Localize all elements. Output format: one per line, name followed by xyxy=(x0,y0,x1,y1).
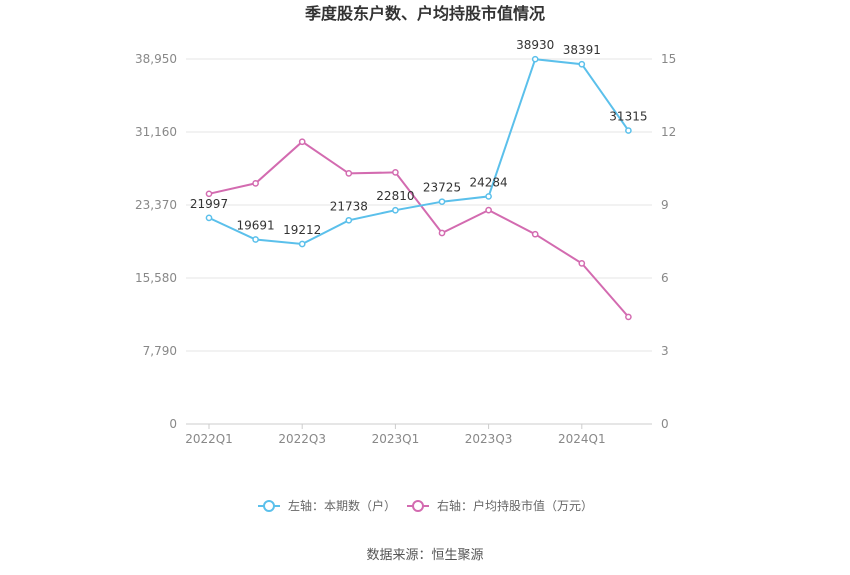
series-layer xyxy=(205,55,632,321)
legend-item-holders-count[interactable]: 左轴：本期数（户） xyxy=(258,498,396,513)
avg-holding-value-point[interactable] xyxy=(345,170,353,177)
data-label: 38391 xyxy=(563,43,601,57)
x-axis: 2022Q1 2022Q3 2023Q1 2023Q3 2024Q1 xyxy=(185,424,606,446)
data-label: 21997 xyxy=(190,197,228,211)
data-label: 23725 xyxy=(423,181,461,195)
legend-label: 左轴：本期数（户） xyxy=(288,498,396,513)
holders-count-point[interactable] xyxy=(485,193,492,200)
right-tick-label: 6 xyxy=(661,271,669,285)
holders-count-point[interactable] xyxy=(531,55,539,63)
avg-holding-value-point[interactable] xyxy=(438,229,446,237)
right-tick-label: 3 xyxy=(661,344,669,358)
x-tick-label: 2022Q1 xyxy=(185,432,233,446)
right-axis: 0 3 6 9 12 15 xyxy=(661,52,676,431)
legend[interactable]: 左轴：本期数（户） 右轴：户均持股市值（万元） xyxy=(258,498,593,513)
left-tick-label: 15,580 xyxy=(135,271,177,285)
holders-count-point[interactable] xyxy=(252,236,259,243)
avg-holding-value-point[interactable] xyxy=(625,313,632,321)
x-tick-label: 2023Q1 xyxy=(372,432,420,446)
data-label: 19212 xyxy=(283,223,321,237)
data-label: 24284 xyxy=(470,175,508,189)
left-tick-label: 23,370 xyxy=(135,198,177,212)
holders-count-point[interactable] xyxy=(392,206,399,214)
avg-holding-value-point[interactable] xyxy=(205,190,213,198)
avg-holding-value-point[interactable] xyxy=(578,260,586,267)
x-tick-label: 2024Q1 xyxy=(558,432,606,446)
right-tick-label: 15 xyxy=(661,52,676,66)
avg-holding-value-point[interactable] xyxy=(298,138,306,146)
avg-holding-value-line xyxy=(208,140,630,318)
right-tick-label: 12 xyxy=(661,125,676,139)
x-tick-label: 2022Q3 xyxy=(278,432,326,446)
data-label: 38930 xyxy=(516,38,554,52)
avg-holding-value-point[interactable] xyxy=(252,179,259,187)
holders-count-point[interactable] xyxy=(345,216,353,224)
holders-count-point[interactable] xyxy=(205,214,213,222)
avg-holding-value-point[interactable] xyxy=(531,230,539,238)
holders-count-point[interactable] xyxy=(438,198,446,206)
legend-marker-icon xyxy=(412,500,424,512)
right-tick-label: 9 xyxy=(661,198,669,212)
left-tick-label: 31,160 xyxy=(135,125,177,139)
left-tick-label: 0 xyxy=(169,417,177,431)
avg-holding-value-point[interactable] xyxy=(392,169,399,176)
data-label: 21738 xyxy=(330,199,368,213)
holders-count-point[interactable] xyxy=(578,60,586,68)
holders-count-point[interactable] xyxy=(625,127,632,134)
holders-count-point[interactable] xyxy=(298,240,306,248)
chart-title: 季度股东户数、户均持股市值情况 xyxy=(304,4,545,23)
left-axis: 0 7,790 15,580 23,370 31,160 38,950 xyxy=(135,52,177,431)
right-tick-label: 0 xyxy=(661,417,669,431)
data-label: 19691 xyxy=(237,218,275,232)
x-tick-label: 2023Q3 xyxy=(465,432,513,446)
data-labels: 21997 19691 19212 21738 22810 23725 24284 38930… xyxy=(190,38,648,237)
source-note: 数据来源：恒生聚源 xyxy=(366,548,483,563)
avg-holding-value-point[interactable] xyxy=(485,206,492,214)
data-label: 31315 xyxy=(609,110,647,124)
holders-count-line xyxy=(208,58,630,246)
data-label: 22810 xyxy=(376,189,414,203)
legend-item-avg-holding-value[interactable]: 右轴：户均持股市值（万元） xyxy=(407,498,593,513)
legend-label: 右轴：户均持股市值（万元） xyxy=(437,498,593,513)
left-tick-label: 38,950 xyxy=(135,52,177,66)
grid-lines xyxy=(186,58,652,425)
left-tick-label: 7,790 xyxy=(143,344,177,358)
legend-marker-icon xyxy=(263,500,275,512)
